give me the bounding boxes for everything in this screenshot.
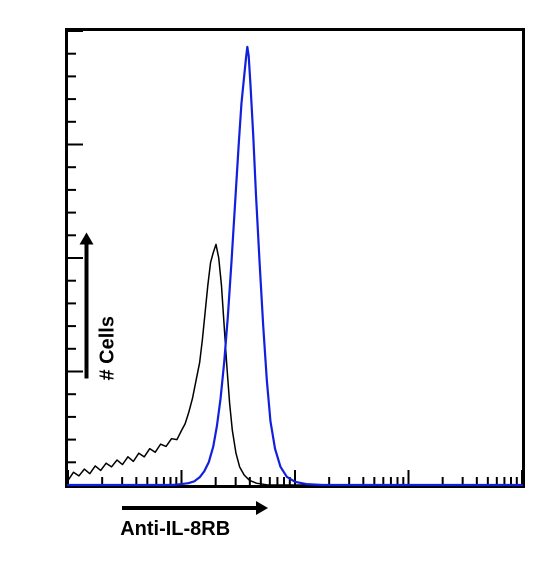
x-axis-label: Anti-IL-8RB: [120, 498, 278, 541]
y-axis-label-text: # Cells: [97, 316, 119, 380]
y-axis-label: # Cells: [77, 225, 120, 381]
x-axis-label-text: Anti-IL-8RB: [120, 518, 230, 540]
series-anti-il8rb: [68, 47, 522, 485]
figure: # Cells Anti-IL-8RB: [0, 0, 557, 572]
y-arrow-icon: [77, 225, 97, 381]
x-arrow-icon: [120, 498, 278, 518]
plot-area: [65, 28, 525, 488]
series-control: [68, 244, 522, 485]
plot-svg: [65, 28, 525, 488]
